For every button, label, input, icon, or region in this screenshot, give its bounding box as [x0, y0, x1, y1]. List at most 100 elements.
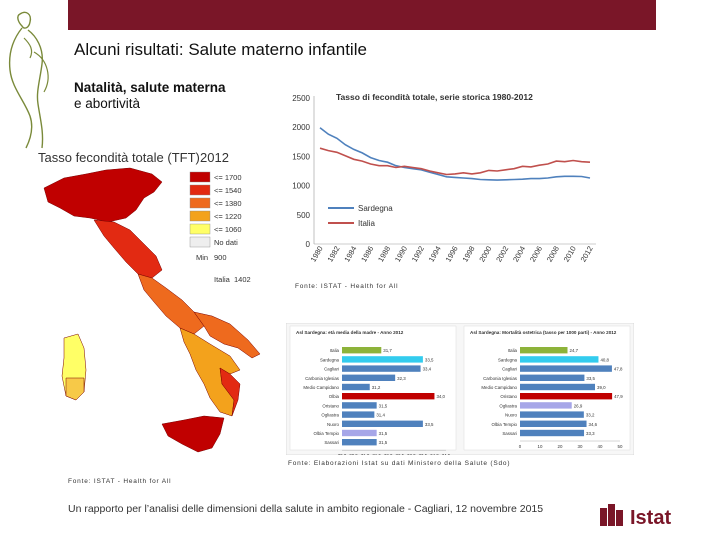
map-sicily [161, 415, 225, 453]
line-chart-x-tick: 2006 [528, 245, 544, 264]
line-chart-y-tick: 2500 [292, 94, 310, 103]
fertility-map: Tasso fecondità totale (TFT) 2012 <= 170… [38, 150, 261, 453]
bar-value-label: 33,5 [586, 376, 595, 381]
bar-panel-title: Asl Sardegna: età media della madre - An… [296, 330, 404, 335]
line-series-italia [319, 147, 591, 176]
map-legend-swatch [189, 236, 211, 248]
bar-x-tick: 50 [618, 444, 623, 449]
bar [342, 356, 423, 363]
map-italy-center-b [137, 273, 205, 335]
map-legend-label: No dati [214, 238, 238, 247]
bar-value-label: 40,8 [600, 357, 609, 362]
bar-x-tick: 0 [519, 444, 522, 449]
bar-category-label: Cagliari [324, 367, 339, 372]
bar-value-label: 31,5 [379, 440, 388, 445]
istat-logo-text: Istat [630, 507, 671, 529]
bar [342, 383, 370, 391]
bar-category-label: Medio Campidano [481, 385, 517, 390]
map-min-value: 900 [214, 253, 227, 262]
map-min-label: Min [196, 253, 208, 262]
bar-value-label: 33,2 [586, 413, 595, 418]
line-chart-x-tick: 1982 [325, 245, 341, 264]
bar-x-tick: 30 [578, 444, 583, 449]
bar-value-label: 31,5 [379, 403, 388, 408]
bar-category-label: Ogliastra [499, 403, 517, 408]
map-legend-swatch [189, 184, 211, 196]
bar-value-label: 39,0 [597, 385, 606, 390]
bar [520, 383, 595, 391]
line-chart-x-tick: 2002 [494, 245, 510, 264]
bar [342, 374, 396, 381]
bar-charts-source: Fonte: Elaborazioni Istat su dati Minist… [288, 460, 511, 467]
bar-x-tick: 31,0 [361, 453, 370, 455]
map-legend-label: <= 1700 [214, 173, 242, 182]
bar-category-label: Sardegna [320, 357, 340, 362]
slide-subtitle: Natalità, salute materna e abortività [74, 80, 226, 112]
map-italy-north [43, 167, 163, 223]
line-chart-x-tick: 1992 [410, 245, 426, 264]
bar-category-label: Carbonia Iglesias [305, 376, 340, 381]
pregnant-woman-illustration [8, 11, 49, 149]
bar-value-label: 47,8 [614, 367, 623, 372]
bar-category-label: Ogliastra [321, 413, 339, 418]
bar-value-label: 31,2 [372, 385, 381, 390]
map-legend-label: <= 1540 [214, 186, 242, 195]
map-italy-apulia [193, 311, 261, 359]
subtitle-bold: Natalità, salute materna [74, 80, 226, 95]
map-italia-label: Italia [214, 275, 231, 284]
bar-category-label: Oristano [322, 403, 339, 408]
bar-category-label: Nuoro [327, 422, 340, 427]
slide-footer: Un rapporto per l’analisi delle dimensio… [68, 503, 544, 515]
bar-value-label: 47,9 [614, 394, 623, 399]
bar [342, 420, 423, 427]
map-legend-label: <= 1220 [214, 212, 242, 221]
bar-x-tick: 31,5 [372, 453, 381, 455]
bar-category-label: Sassari [502, 431, 517, 436]
line-chart-x-tick: 1984 [342, 245, 358, 264]
line-chart-x-tick: 2010 [562, 245, 578, 264]
line-chart-y-tick: 500 [297, 211, 311, 220]
istat-logo: Istat [600, 504, 671, 529]
bar-x-tick: 33,0 [407, 453, 416, 455]
line-chart-x-tick: 1998 [460, 245, 476, 264]
bar [520, 356, 599, 363]
line-chart-x-tick: 1994 [427, 245, 443, 264]
line-chart-y-tick: 1500 [292, 152, 310, 161]
bar [520, 429, 585, 437]
line-legend-label: Sardegna [358, 204, 393, 213]
bar-panel-frame [289, 325, 457, 451]
bar-x-tick: 30,0 [338, 453, 347, 455]
map-legend-label: <= 1380 [214, 199, 242, 208]
bar [342, 402, 377, 409]
line-chart-y-tick: 1000 [292, 182, 310, 191]
bar-category-label: Sardegna [498, 357, 518, 362]
bar-value-label: 33,3 [586, 431, 595, 436]
line-legend-label: Italia [358, 219, 375, 228]
line-chart-x-tick: 1980 [309, 245, 325, 264]
map-legend-label: <= 1060 [214, 225, 242, 234]
map-source: Fonte: ISTAT - Health for All [68, 478, 172, 485]
bar-category-label: Olbia Tempio [313, 431, 339, 436]
map-legend: <= 1700 <= 1540 <= 1380 <= 1220 <= 1060 No da… [189, 171, 242, 248]
bar-category-label: Cagliari [502, 367, 517, 372]
map-legend-swatch [189, 210, 211, 222]
bar-category-label: Medio Campidano [303, 385, 339, 390]
bar-category-label: Olbia [329, 394, 340, 399]
bar-x-tick: 32,0 [384, 453, 393, 455]
bar-category-label: Sassari [324, 440, 339, 445]
bar [342, 365, 421, 372]
bar-x-tick: 33,5 [419, 453, 428, 455]
bar [520, 402, 572, 409]
line-chart-y-tick: 2000 [292, 123, 310, 132]
bar-value-label: 31,7 [383, 348, 392, 353]
bar-category-label: Nuoro [505, 413, 518, 418]
header-bar [68, 0, 656, 30]
bar-value-label: 34,6 [589, 422, 598, 427]
bar [342, 439, 377, 446]
bar-value-label: 34,0 [436, 394, 445, 399]
bar-value-label: 33,4 [423, 367, 432, 372]
bar-x-tick: 10 [538, 444, 543, 449]
bar-value-label: 24,7 [570, 348, 579, 353]
bar-x-tick: 30,5 [349, 453, 358, 455]
map-legend-swatch [189, 223, 211, 235]
